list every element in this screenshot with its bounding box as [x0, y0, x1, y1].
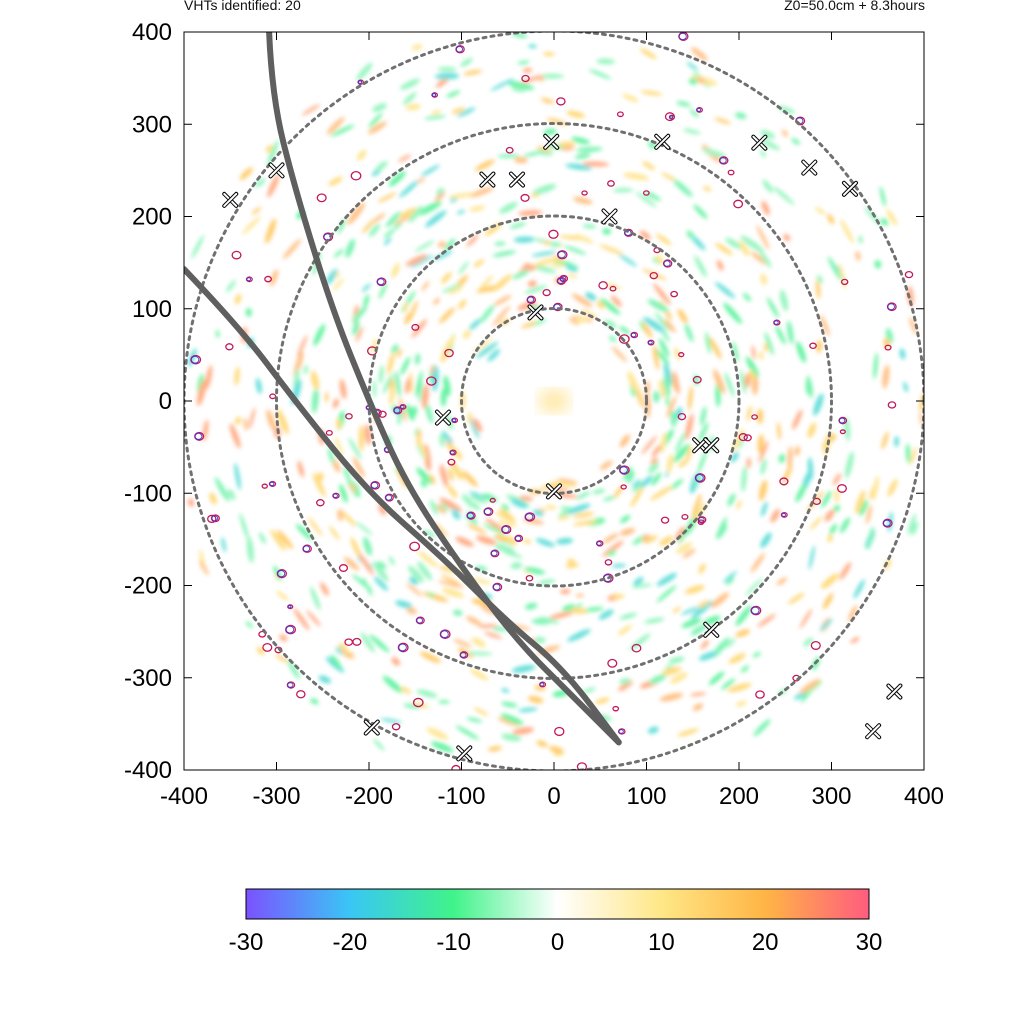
vht-marker [865, 723, 882, 740]
x-tick-label: 300 [811, 783, 851, 810]
x-tick-label: 0 [547, 783, 560, 810]
vht-marker [692, 437, 709, 454]
x-tick-label: 100 [626, 783, 666, 810]
vorticity-field [187, 32, 924, 770]
vht-marker [801, 159, 818, 176]
vht-marker [842, 180, 858, 197]
x-tick-label: 200 [719, 783, 759, 810]
colorbar: -30 -20 -10 0 10 20 30 [229, 888, 883, 956]
vht-marker [527, 304, 544, 321]
colorbar-tick-label: -30 [229, 929, 264, 956]
colorbar-gradient [245, 888, 870, 920]
colorbar-tick-label: 10 [648, 929, 675, 956]
x-tick-label: -300 [252, 783, 300, 810]
colorbar-tick-label: 0 [551, 929, 564, 956]
vht-marker [886, 683, 903, 700]
vht-count-label: VHTs identified: 20 [184, 0, 301, 13]
y-tick-label: 0 [159, 388, 172, 415]
vht-marker [703, 437, 720, 454]
y-axis: 400 300 200 100 0 -100 -200 -300 -400 [124, 19, 924, 784]
y-tick-label: -100 [124, 480, 172, 507]
storm-track-2 [184, 266, 622, 746]
height-time-label: Z0=50.0cm + 8.3hours [784, 0, 925, 13]
storm-track-1 [266, 32, 622, 746]
colorbar-tick-label: 30 [856, 929, 883, 956]
vht-marker [543, 133, 560, 150]
x-tick-label: 400 [904, 783, 944, 810]
y-tick-label: -300 [124, 665, 172, 692]
y-tick-label: -400 [124, 757, 172, 784]
y-tick-label: 200 [132, 204, 172, 231]
colorbar-tick-label: -10 [436, 929, 471, 956]
vht-marker [456, 745, 473, 762]
vht-marker [509, 171, 525, 188]
vht-marker [435, 409, 451, 426]
vht-marker [546, 483, 562, 500]
vht-marker [479, 171, 496, 188]
x-tick-label: -200 [345, 783, 393, 810]
vht-markers [222, 133, 903, 762]
vht-marker [703, 621, 720, 638]
vht-marker [751, 134, 768, 151]
x-tick-label: -400 [160, 783, 208, 810]
y-tick-label: 300 [132, 111, 172, 138]
y-tick-label: -200 [124, 573, 172, 600]
x-axis: -400 -300 -200 -100 0 100 200 300 400 [160, 32, 944, 810]
vht-marker [222, 191, 239, 208]
y-tick-label: 100 [132, 296, 172, 323]
y-tick-label: 400 [132, 19, 172, 46]
vht-marker [363, 719, 380, 736]
range-ring-200 [367, 214, 741, 588]
vht-marker [268, 162, 285, 179]
x-tick-label: -100 [437, 783, 485, 810]
vht-marker [654, 133, 671, 150]
colorbar-tick-label: 20 [752, 929, 779, 956]
colorbar-tick-label: -20 [332, 929, 367, 956]
storm-tracks [184, 32, 622, 746]
vht-marker [601, 208, 618, 225]
